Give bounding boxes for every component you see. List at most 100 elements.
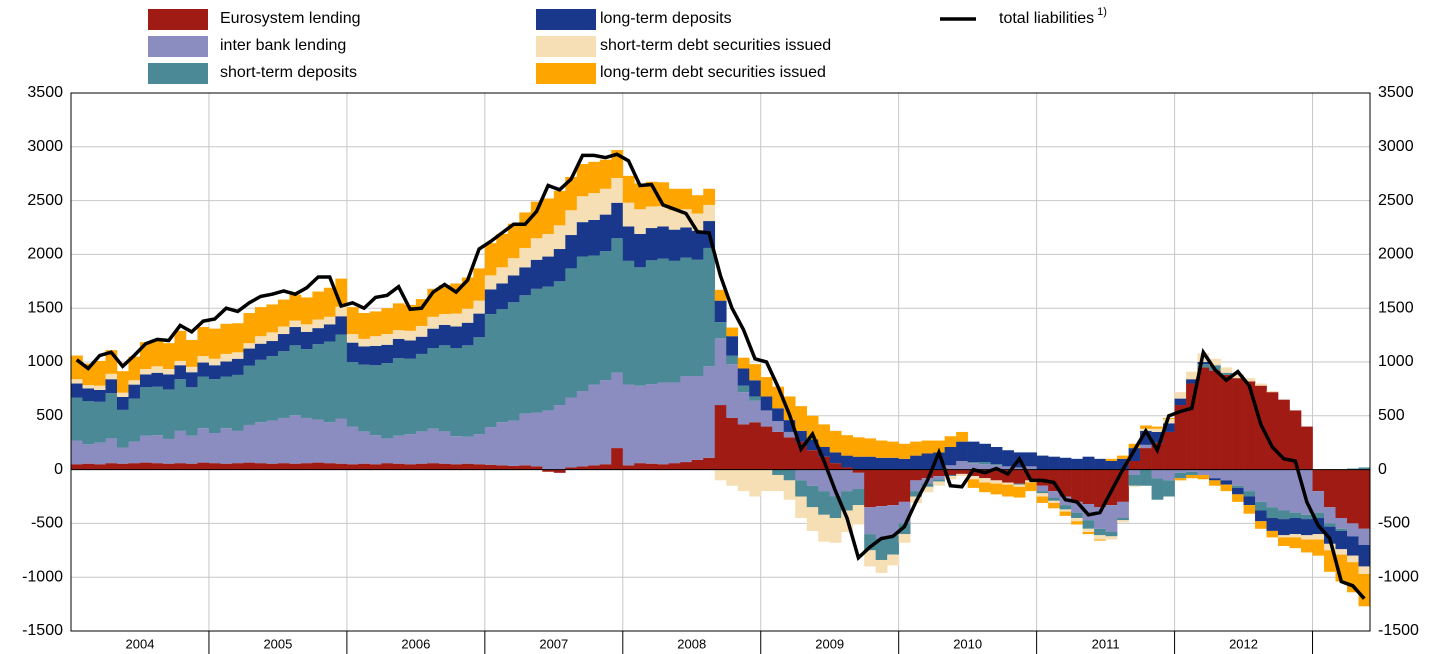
bar-segment	[634, 463, 647, 470]
bar-segment	[1082, 532, 1095, 535]
bar-segment	[1324, 523, 1336, 527]
bar-segment	[519, 413, 532, 466]
bar-segment	[680, 209, 693, 228]
bar-segment	[749, 396, 762, 401]
bar-segment	[1140, 425, 1152, 429]
legend-label: Eurosystem lending	[220, 10, 361, 27]
bar-segment	[208, 328, 221, 359]
bar-segment	[197, 362, 210, 377]
bar-segment	[358, 338, 371, 347]
bar-segment	[864, 438, 876, 457]
bar-segment	[1151, 469, 1164, 479]
bar-segment	[415, 353, 428, 432]
bar-segment	[588, 219, 601, 256]
bar-segment	[358, 346, 371, 365]
bar-segment	[783, 431, 796, 438]
bar-segment	[507, 258, 520, 276]
bar-segment	[300, 349, 313, 418]
bar-segment	[1082, 469, 1095, 505]
bar-segment	[1301, 469, 1313, 515]
bar-segment	[910, 441, 922, 456]
bar-segment	[852, 472, 865, 489]
bar-segment	[1059, 505, 1072, 510]
bar-segment	[473, 337, 486, 435]
bar-segment	[542, 410, 555, 470]
bar-segment	[1174, 478, 1187, 481]
bar-segment	[346, 362, 359, 427]
bar-segment	[737, 392, 750, 425]
bar-segment	[335, 418, 348, 464]
bar-segment	[1151, 428, 1164, 432]
bar-segment	[1105, 460, 1118, 470]
bar-segment	[1278, 519, 1290, 536]
bar-segment	[668, 210, 681, 230]
bar-segment	[703, 188, 716, 205]
bar-segment	[714, 469, 727, 481]
bar-segment	[645, 463, 658, 470]
bar-segment	[1117, 455, 1129, 459]
y2-tick-label: -1000	[1378, 568, 1419, 585]
bar-segment	[496, 422, 509, 466]
bar-segment	[1243, 491, 1256, 497]
bar-segment	[358, 431, 371, 464]
bar-segment	[657, 182, 670, 206]
bar-segment	[392, 435, 405, 464]
bar-segment	[634, 385, 647, 464]
bar-segment	[197, 428, 210, 463]
bar-segment	[841, 455, 853, 468]
bar-segment	[576, 391, 589, 467]
bar-segment	[1186, 469, 1198, 472]
bar-segment	[1151, 431, 1164, 443]
y2-tick-label: -500	[1378, 515, 1410, 532]
bar-segment	[1278, 537, 1290, 546]
bar-segment	[243, 348, 256, 366]
bar-segment	[82, 388, 95, 402]
bar-segment	[967, 441, 980, 463]
bar-segment	[1025, 482, 1037, 492]
bar-segment	[956, 441, 968, 461]
bar-segment	[576, 222, 589, 257]
bar-segment	[898, 458, 911, 470]
bar-segment	[519, 212, 532, 248]
bar-segment	[967, 463, 980, 470]
bar-segment	[1289, 537, 1302, 549]
bar-segment	[576, 164, 589, 197]
bar-segment	[1128, 469, 1141, 475]
legend-swatch	[148, 63, 208, 84]
bar-segment	[1048, 469, 1060, 492]
bar-segment	[427, 348, 440, 429]
bar-segment	[1324, 543, 1336, 551]
bar-segment	[967, 479, 980, 488]
legend-label: short-term debt securities issued	[600, 37, 831, 54]
bar-segment	[369, 365, 382, 436]
bar-segment	[1232, 373, 1244, 379]
bar-segment	[806, 450, 819, 470]
bar-segment	[450, 326, 463, 349]
bar-segment	[1266, 518, 1279, 531]
bar-segment	[473, 268, 486, 301]
bar-segment	[231, 352, 244, 359]
bar-segment	[553, 469, 566, 473]
bar-segment	[82, 463, 95, 470]
bar-segment	[1128, 474, 1141, 486]
bar-segment	[737, 424, 750, 470]
bar-segment	[1094, 458, 1106, 470]
bar-segment	[484, 314, 497, 428]
bar-segment	[369, 464, 382, 470]
bar-segment	[185, 339, 198, 367]
bar-segment	[737, 368, 750, 386]
bar-segment	[1347, 536, 1359, 556]
bar-segment	[1335, 518, 1348, 529]
bar-segment	[1324, 469, 1336, 508]
bar-segment	[657, 382, 670, 465]
bar-segment	[1243, 505, 1256, 514]
bar-segment	[1335, 549, 1348, 555]
bar-segment	[726, 364, 739, 418]
bar-segment	[1002, 484, 1014, 497]
bar-segment	[760, 410, 773, 427]
bar-segment	[300, 297, 313, 325]
bar-segment	[990, 480, 1003, 484]
bar-segment	[611, 448, 624, 470]
bar-segment	[542, 233, 555, 257]
bar-segment	[657, 226, 670, 259]
